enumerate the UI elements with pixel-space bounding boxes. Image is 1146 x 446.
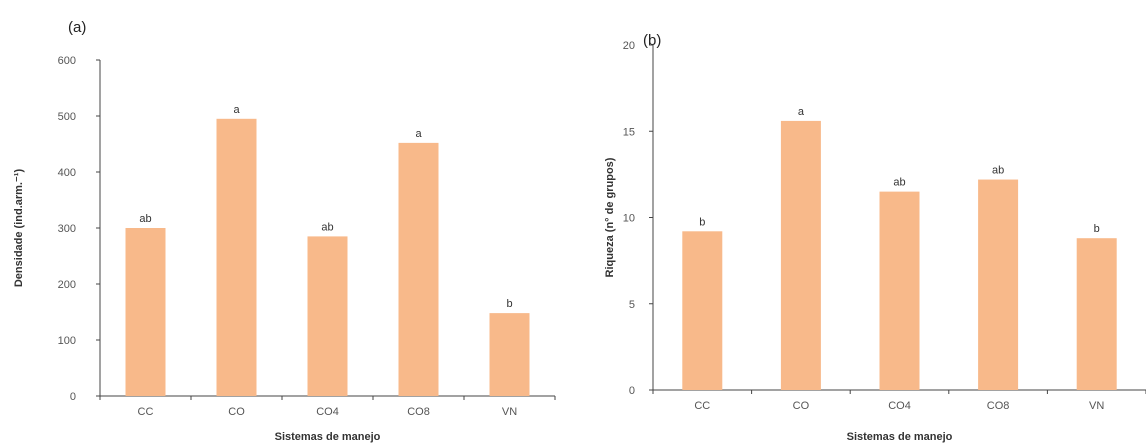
y-tick-label: 10 [623, 213, 635, 225]
bar-significance-label: ab [893, 177, 905, 189]
x-tick-label: CO [793, 400, 810, 412]
bar [682, 231, 723, 390]
richness-bar-chart: (b) 0 5 10 15 20 b CC a CO ab CO4 ab CO8 b VN Sistemas d… [604, 32, 1146, 443]
y-axis-title: Densidade (ind.arm.⁻¹) [13, 169, 25, 288]
y-tick-label: 15 [623, 126, 635, 138]
bar-significance-label: b [506, 298, 512, 310]
panel-label-a: (a) [68, 19, 86, 36]
x-axis-title: Sistemas de manejo [847, 431, 953, 443]
y-tick-label: 200 [58, 279, 76, 291]
bar [216, 118, 257, 397]
y-axis-title: Riqueza (n° de grupos) [604, 157, 616, 277]
x-tick-label: CO4 [316, 406, 339, 418]
y-tick-label: 300 [58, 223, 76, 235]
panel-label-b: (b) [643, 32, 661, 49]
x-tick-label: CO [228, 406, 245, 418]
x-tick-label: CC [138, 406, 154, 418]
y-tick-label: 600 [58, 55, 76, 67]
chart-panel-a: (a) 0 100 200 300 400 500 600 ab CC a CO ab CO4 a CO8 b V… [13, 19, 556, 443]
chart-panel-b: (b) 0 5 10 15 20 b CC a CO ab CO4 ab CO8 b VN Sistemas d… [573, 0, 1146, 446]
bar [489, 313, 530, 396]
bar-significance-label: b [1094, 223, 1100, 235]
x-tick-label: CO4 [888, 400, 911, 412]
density-bar-chart: (a) 0 100 200 300 400 500 600 ab CC a CO ab CO4 a CO8 b V… [13, 19, 556, 443]
y-tick-label: 0 [70, 391, 76, 403]
bar [780, 120, 821, 391]
y-tick-label: 0 [629, 385, 635, 397]
bar-significance-label: a [233, 104, 240, 116]
bar-significance-label: b [699, 216, 705, 228]
bar-significance-label: a [798, 106, 805, 118]
y-tick-label: 20 [623, 40, 635, 52]
bar-significance-label: ab [321, 221, 333, 233]
bar [398, 142, 439, 396]
x-tick-label: VN [502, 406, 517, 418]
y-tick-label: 100 [58, 335, 76, 347]
bar [978, 179, 1019, 390]
x-tick-label: CC [694, 400, 710, 412]
bar [1076, 238, 1117, 390]
x-tick-label: VN [1089, 400, 1104, 412]
x-tick-label: CO8 [407, 406, 430, 418]
y-tick-label: 5 [629, 299, 635, 311]
y-tick-label: 400 [58, 167, 76, 179]
x-tick-label: CO8 [987, 400, 1010, 412]
bar [307, 236, 348, 396]
bar-significance-label: a [415, 128, 422, 140]
x-axis-title: Sistemas de manejo [275, 431, 381, 443]
bar-significance-label: ab [992, 165, 1004, 177]
bar-significance-label: ab [139, 213, 151, 225]
bar [125, 228, 166, 396]
bar [879, 191, 920, 390]
y-tick-label: 500 [58, 111, 76, 123]
